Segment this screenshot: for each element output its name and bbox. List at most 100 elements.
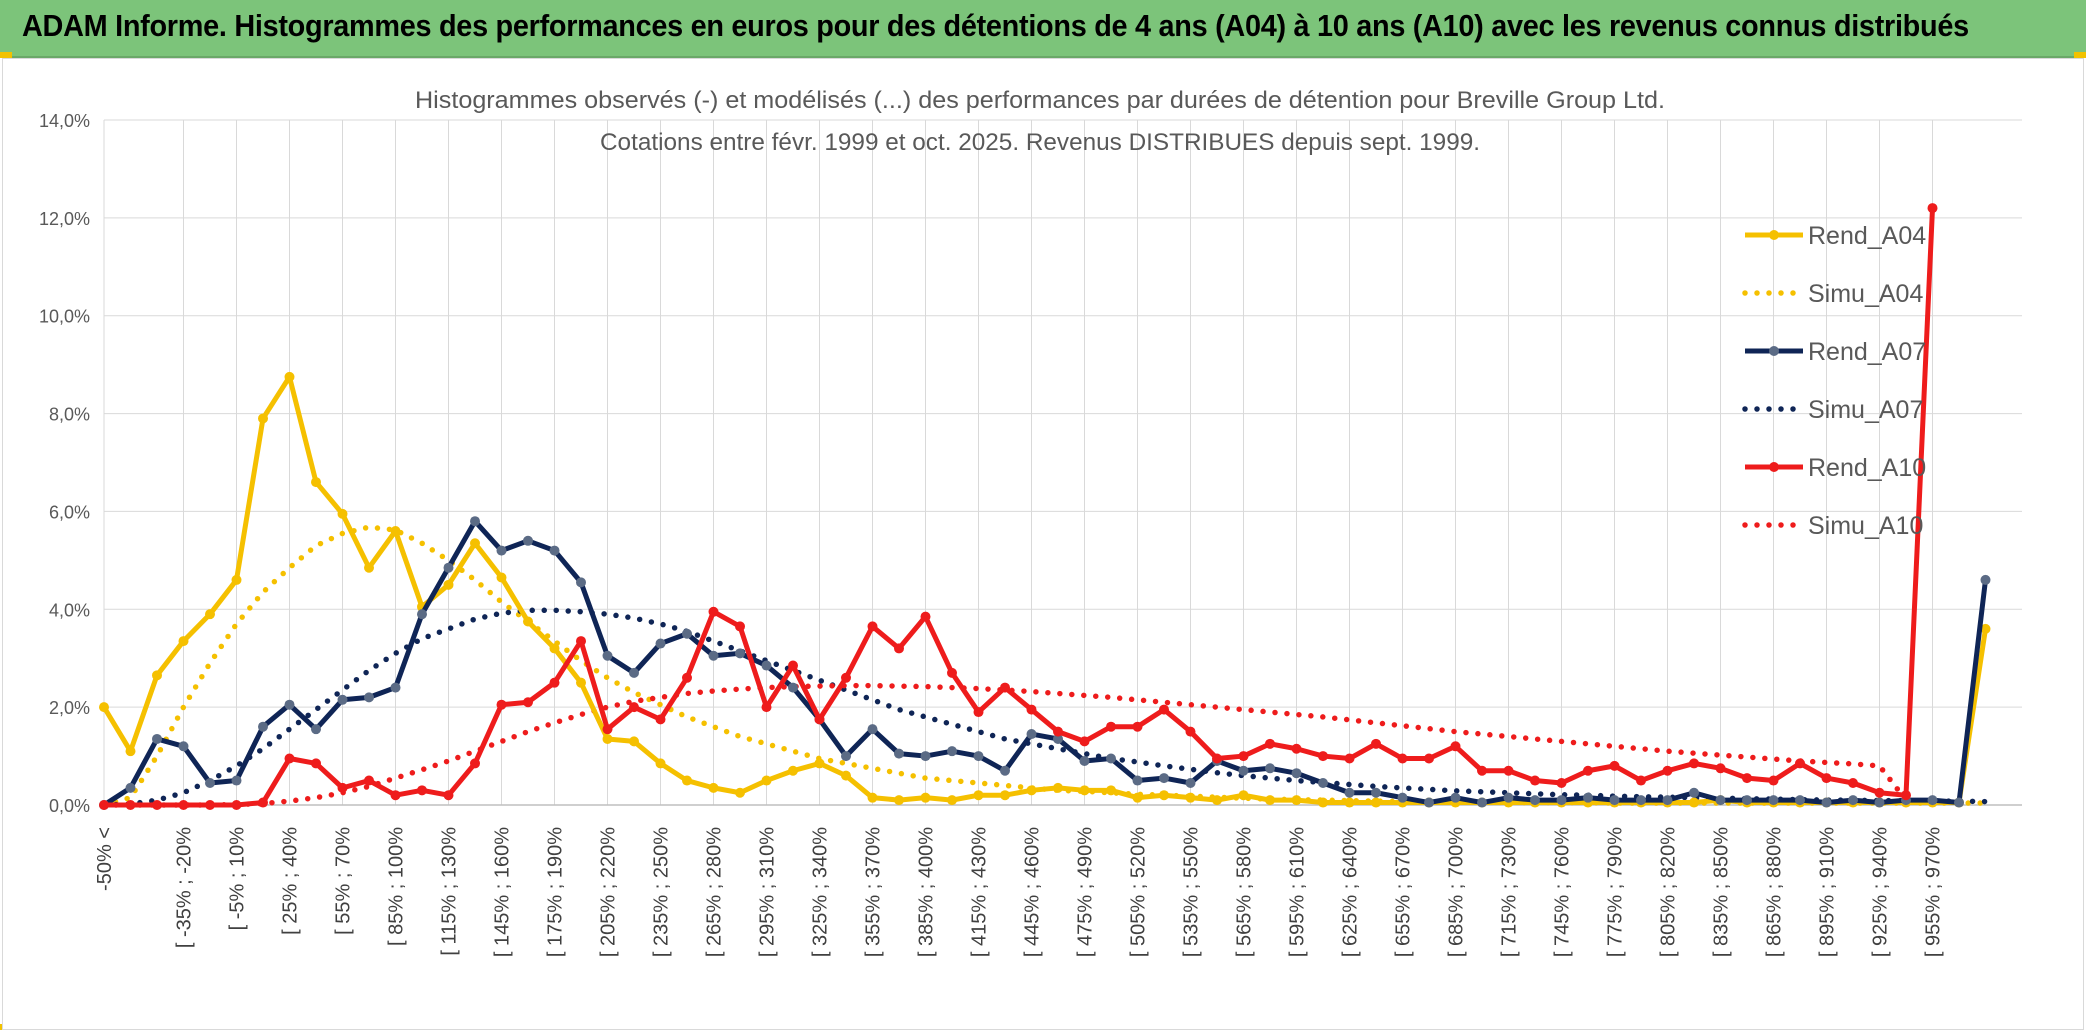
x-tick-label: [ 535% ; 550% <box>1181 827 1203 957</box>
data-point <box>1159 704 1169 715</box>
x-tick-label: [ -35% ; -20% <box>174 827 196 948</box>
data-point <box>99 800 109 810</box>
legend-marker <box>1769 346 1779 356</box>
data-point <box>1450 792 1461 803</box>
legend-marker <box>1769 462 1779 472</box>
x-tick-label: [ 445% ; 460% <box>1022 827 1044 957</box>
data-point <box>1768 795 1779 806</box>
data-point <box>1583 765 1593 776</box>
data-point <box>178 800 189 810</box>
data-point <box>231 574 242 585</box>
data-point <box>178 636 189 647</box>
x-tick-label: [ 805% ; 820% <box>1658 827 1680 957</box>
x-tick-label: [ 205% ; 220% <box>598 827 620 957</box>
x-tick-label: [ 55% ; 70% <box>333 827 355 935</box>
data-point <box>523 697 533 708</box>
data-point <box>867 724 878 735</box>
data-point <box>1742 773 1752 784</box>
data-point <box>1265 795 1275 806</box>
x-tick-label: [ 415% ; 430% <box>969 827 991 957</box>
data-point <box>1901 790 1911 801</box>
data-point <box>1980 623 1991 634</box>
data-point <box>1530 775 1540 786</box>
data-point <box>576 577 586 588</box>
data-point <box>1477 797 1487 808</box>
data-point <box>920 751 931 762</box>
data-point <box>629 667 639 678</box>
series-group <box>99 203 1991 810</box>
data-point <box>602 724 613 735</box>
data-point <box>841 770 851 781</box>
y-tick-label: 12,0% <box>39 209 90 229</box>
data-point <box>867 792 878 803</box>
data-point <box>125 800 136 810</box>
data-point <box>947 746 957 757</box>
data-point <box>549 643 560 654</box>
series-line <box>104 207 1935 808</box>
x-tick-label: [ 775% ; 790% <box>1605 827 1627 957</box>
data-point <box>841 672 851 683</box>
data-point <box>1344 753 1355 764</box>
data-point <box>1106 721 1116 732</box>
legend-label: Rend_A04 <box>1808 222 1926 250</box>
data-point <box>443 579 454 590</box>
data-point <box>1848 777 1858 788</box>
data-point <box>364 562 374 573</box>
data-point <box>1371 797 1381 808</box>
data-point <box>1795 795 1805 806</box>
legend-label: Rend_A10 <box>1808 454 1926 482</box>
data-point <box>682 628 692 639</box>
x-tick-label: [ 25% ; 40% <box>280 827 302 935</box>
y-tick-label: 6,0% <box>49 502 90 522</box>
data-point <box>1053 726 1063 737</box>
data-point <box>1053 782 1063 793</box>
data-point <box>523 616 533 627</box>
data-point <box>1397 792 1408 803</box>
data-point <box>1291 743 1302 754</box>
data-point <box>1185 777 1196 788</box>
data-point <box>1689 758 1699 769</box>
data-point <box>973 751 984 762</box>
data-point <box>152 800 162 810</box>
corner-accent <box>0 52 12 58</box>
legend-label: Simu_A10 <box>1808 512 1923 540</box>
gridlines <box>103 119 2022 806</box>
data-point <box>947 667 957 678</box>
x-tick-label: [ 85% ; 100% <box>386 827 408 946</box>
y-tick-label: 10,0% <box>39 307 90 327</box>
data-point <box>1530 795 1540 806</box>
data-point <box>1026 785 1037 796</box>
data-point <box>152 670 162 681</box>
data-point <box>1768 775 1779 786</box>
data-point <box>788 765 798 776</box>
data-point <box>1715 795 1726 806</box>
data-point <box>735 648 745 659</box>
data-point <box>337 782 348 793</box>
x-tick-label: [ 625% ; 640% <box>1340 827 1362 957</box>
data-point <box>1026 704 1037 715</box>
x-tick-label: [ 745% ; 760% <box>1552 827 1574 957</box>
data-point <box>761 775 772 786</box>
data-point <box>337 694 348 705</box>
data-point <box>1954 797 1964 808</box>
data-point <box>1212 753 1222 764</box>
data-point <box>523 535 533 546</box>
data-point <box>1344 797 1355 808</box>
series-rend-a10 <box>99 203 1938 810</box>
data-point <box>788 682 798 693</box>
data-point <box>1821 797 1832 808</box>
data-point <box>152 733 162 744</box>
data-point <box>1609 795 1620 806</box>
x-tick-label: [ 565% ; 580% <box>1234 827 1256 957</box>
data-point <box>1185 792 1196 803</box>
legend-marker <box>1769 230 1779 240</box>
x-tick-label: [ 865% ; 880% <box>1764 827 1786 957</box>
data-point <box>284 699 295 710</box>
data-point <box>1106 753 1116 764</box>
banner-title: ADAM Informe. Histogrammes des performan… <box>22 8 1969 43</box>
y-tick-label: 14,0% <box>39 111 90 131</box>
data-point <box>655 758 666 769</box>
x-tick-label: [ 595% ; 610% <box>1287 827 1309 957</box>
data-point <box>1397 753 1408 764</box>
data-point <box>1874 797 1885 808</box>
